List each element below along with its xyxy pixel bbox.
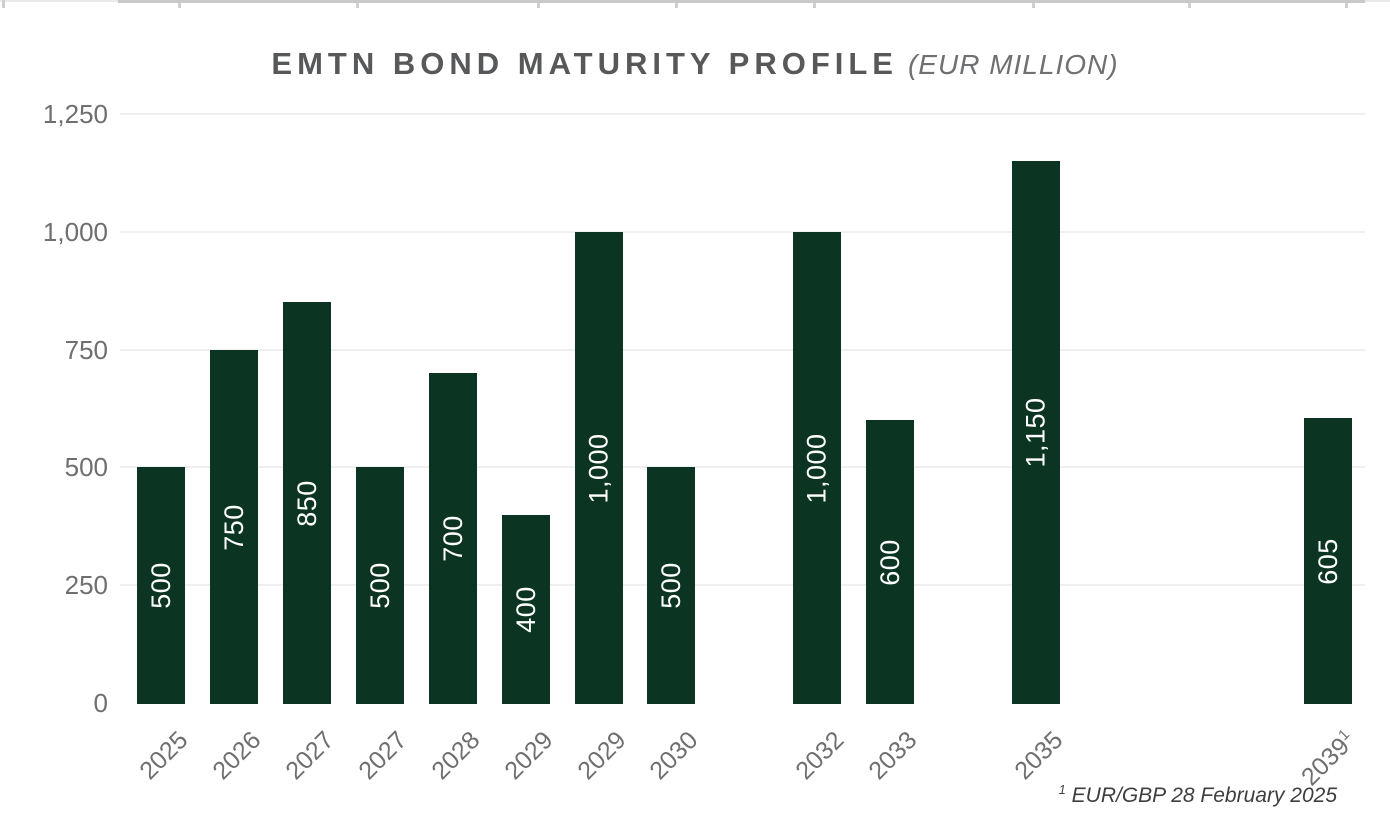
bar-2025-500: 500 bbox=[137, 467, 185, 704]
y-axis-tick-label: 1,250 bbox=[42, 99, 108, 129]
gridline-750 bbox=[120, 348, 1365, 351]
chart-title-subtitle: (EUR MILLION) bbox=[907, 49, 1119, 80]
bar-value-label: 1,150 bbox=[1020, 397, 1051, 468]
bar-2029-1000: 1,000 bbox=[575, 232, 623, 704]
bar-value-label: 850 bbox=[291, 479, 322, 527]
chart-footnote: 1 EUR/GBP 28 February 2025 bbox=[0, 783, 1337, 808]
bar-2030-500: 500 bbox=[647, 467, 695, 704]
x-axis-label-2029: 2029 bbox=[499, 726, 559, 786]
top-rule-tick bbox=[813, 0, 816, 8]
bar-value-label: 600 bbox=[874, 538, 905, 586]
bar-value-label: 400 bbox=[510, 586, 541, 633]
x-axis-line bbox=[118, 0, 1365, 3]
x-axis-label-2029: 2029 bbox=[572, 726, 632, 786]
bar-value-label: 500 bbox=[655, 562, 686, 609]
bar-2028-700: 700 bbox=[429, 373, 477, 704]
top-rule-tick bbox=[1032, 0, 1035, 8]
bar-value-label: 1,000 bbox=[801, 432, 832, 504]
y-axis-tick-label: 250 bbox=[64, 570, 108, 601]
bar-2035-1150: 1,150 bbox=[1012, 161, 1060, 704]
bar-value-label: 700 bbox=[437, 515, 468, 562]
gridline-1250 bbox=[120, 113, 1365, 115]
top-rule-tick bbox=[1345, 0, 1348, 8]
x-axis-label-2035: 2035 bbox=[1009, 726, 1069, 786]
y-axis-tick-label: 1,000 bbox=[42, 216, 108, 247]
top-rule-tick bbox=[537, 0, 540, 8]
top-rule-tick bbox=[178, 0, 181, 8]
bar-2032-1000: 1,000 bbox=[793, 232, 841, 704]
x-axis-label-2030: 2030 bbox=[644, 726, 704, 786]
chart-title: EMTN BOND MATURITY PROFILE (EUR MILLION) bbox=[0, 46, 1390, 82]
x-label-footnote-marker: 1 bbox=[1335, 726, 1354, 744]
gridline-500 bbox=[120, 466, 1365, 469]
x-axis-label-2026: 2026 bbox=[207, 726, 267, 786]
bar-2029-400: 400 bbox=[502, 515, 550, 704]
gridline-250 bbox=[120, 584, 1365, 587]
bar-value-label: 605 bbox=[1312, 537, 1343, 585]
footnote-marker: 1 bbox=[1058, 783, 1066, 797]
bar-2039-605: 605 bbox=[1304, 418, 1352, 704]
bar-value-label: 500 bbox=[364, 562, 395, 609]
x-axis-label-2025: 2025 bbox=[134, 726, 194, 786]
bar-value-label: 1,000 bbox=[583, 432, 614, 504]
x-axis-label-2027: 2027 bbox=[280, 726, 340, 786]
top-rule-tick bbox=[2, 0, 5, 8]
y-axis-tick-label: 750 bbox=[64, 334, 108, 365]
bar-2027-850: 850 bbox=[283, 302, 331, 704]
bar-value-label: 500 bbox=[145, 562, 176, 609]
bar-2026-750: 750 bbox=[210, 350, 258, 704]
y-axis-tick-label: 500 bbox=[64, 452, 108, 483]
bar-2033-600: 600 bbox=[866, 420, 914, 704]
top-rule-tick bbox=[1188, 0, 1191, 8]
top-rule-tick bbox=[675, 0, 678, 8]
bar-value-label: 750 bbox=[218, 503, 249, 551]
top-rule-tick bbox=[356, 0, 359, 8]
y-axis-tick-label: 0 bbox=[93, 688, 108, 718]
x-axis-label-2027: 2027 bbox=[353, 726, 413, 786]
x-axis-label-2028: 2028 bbox=[426, 726, 486, 786]
chart-title-main: EMTN BOND MATURITY PROFILE bbox=[271, 46, 898, 81]
gridline-1000 bbox=[120, 230, 1365, 233]
x-axis-label-2033: 2033 bbox=[863, 726, 923, 786]
x-axis-label-2032: 2032 bbox=[790, 726, 850, 786]
bar-2027-500: 500 bbox=[356, 467, 404, 704]
footnote-text: EUR/GBP 28 February 2025 bbox=[1065, 784, 1337, 807]
